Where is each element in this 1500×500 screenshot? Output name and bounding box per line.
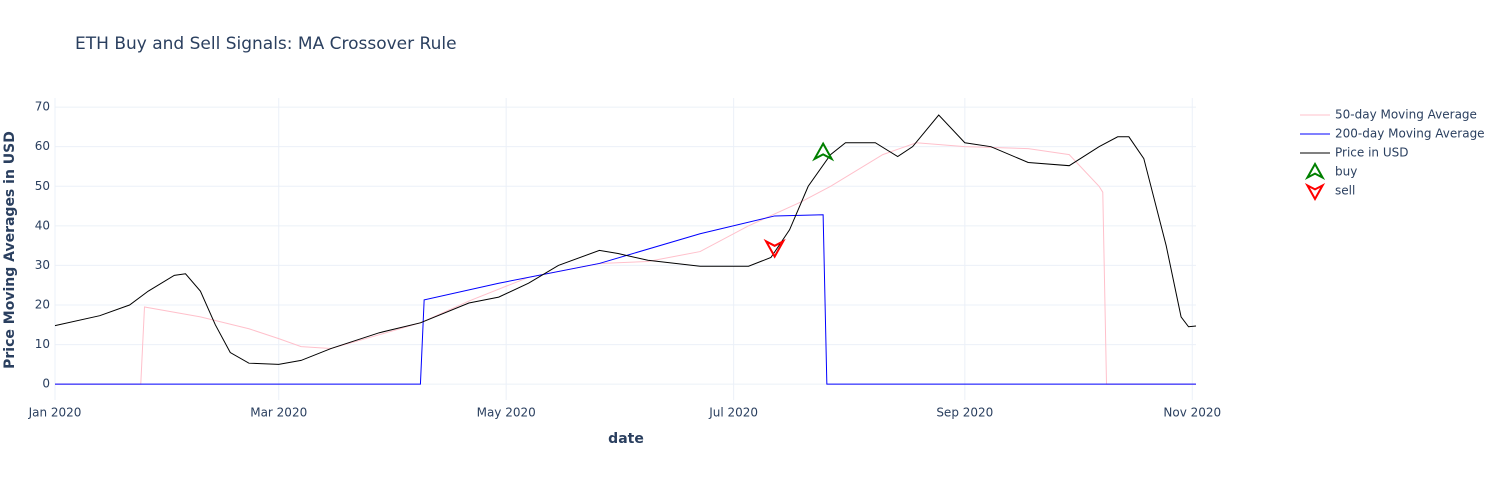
x-tick-label: Mar 2020 xyxy=(250,406,307,420)
x-tick-label: Jul 2020 xyxy=(708,406,758,420)
signal-marker xyxy=(763,238,786,259)
legend-label: buy xyxy=(1335,165,1357,179)
y-tick-label: 0 xyxy=(42,377,50,391)
legend-symbol xyxy=(1304,182,1326,202)
y-tick-label: 20 xyxy=(35,298,50,312)
legend-label: 200-day Moving Average xyxy=(1335,127,1485,141)
y-tick-label: 50 xyxy=(35,179,50,193)
x-tick-label: Sep 2020 xyxy=(936,406,993,420)
chart-title: ETH Buy and Sell Signals: MA Crossover R… xyxy=(75,34,457,54)
x-tick-label: Nov 2020 xyxy=(1163,406,1221,420)
y-tick-label: 60 xyxy=(35,139,50,153)
x-tick-label: Jan 2020 xyxy=(28,406,82,420)
x-axis-title: date xyxy=(608,431,644,447)
series-line xyxy=(54,114,1197,365)
y-tick-label: 40 xyxy=(35,218,50,232)
series-line xyxy=(55,214,1196,385)
legend-label: sell xyxy=(1335,184,1355,198)
x-tick-label: May 2020 xyxy=(477,406,536,420)
signal-marker xyxy=(812,141,835,162)
y-axis-title: Price Moving Averages in USD xyxy=(2,131,18,369)
legend-symbol xyxy=(1304,161,1326,181)
series-line xyxy=(55,142,1196,385)
y-tick-label: 70 xyxy=(35,100,50,114)
legend-label: Price in USD xyxy=(1335,146,1408,160)
y-tick-label: 30 xyxy=(35,258,50,272)
y-tick-label: 10 xyxy=(35,337,50,351)
legend-label: 50-day Moving Average xyxy=(1335,108,1477,122)
